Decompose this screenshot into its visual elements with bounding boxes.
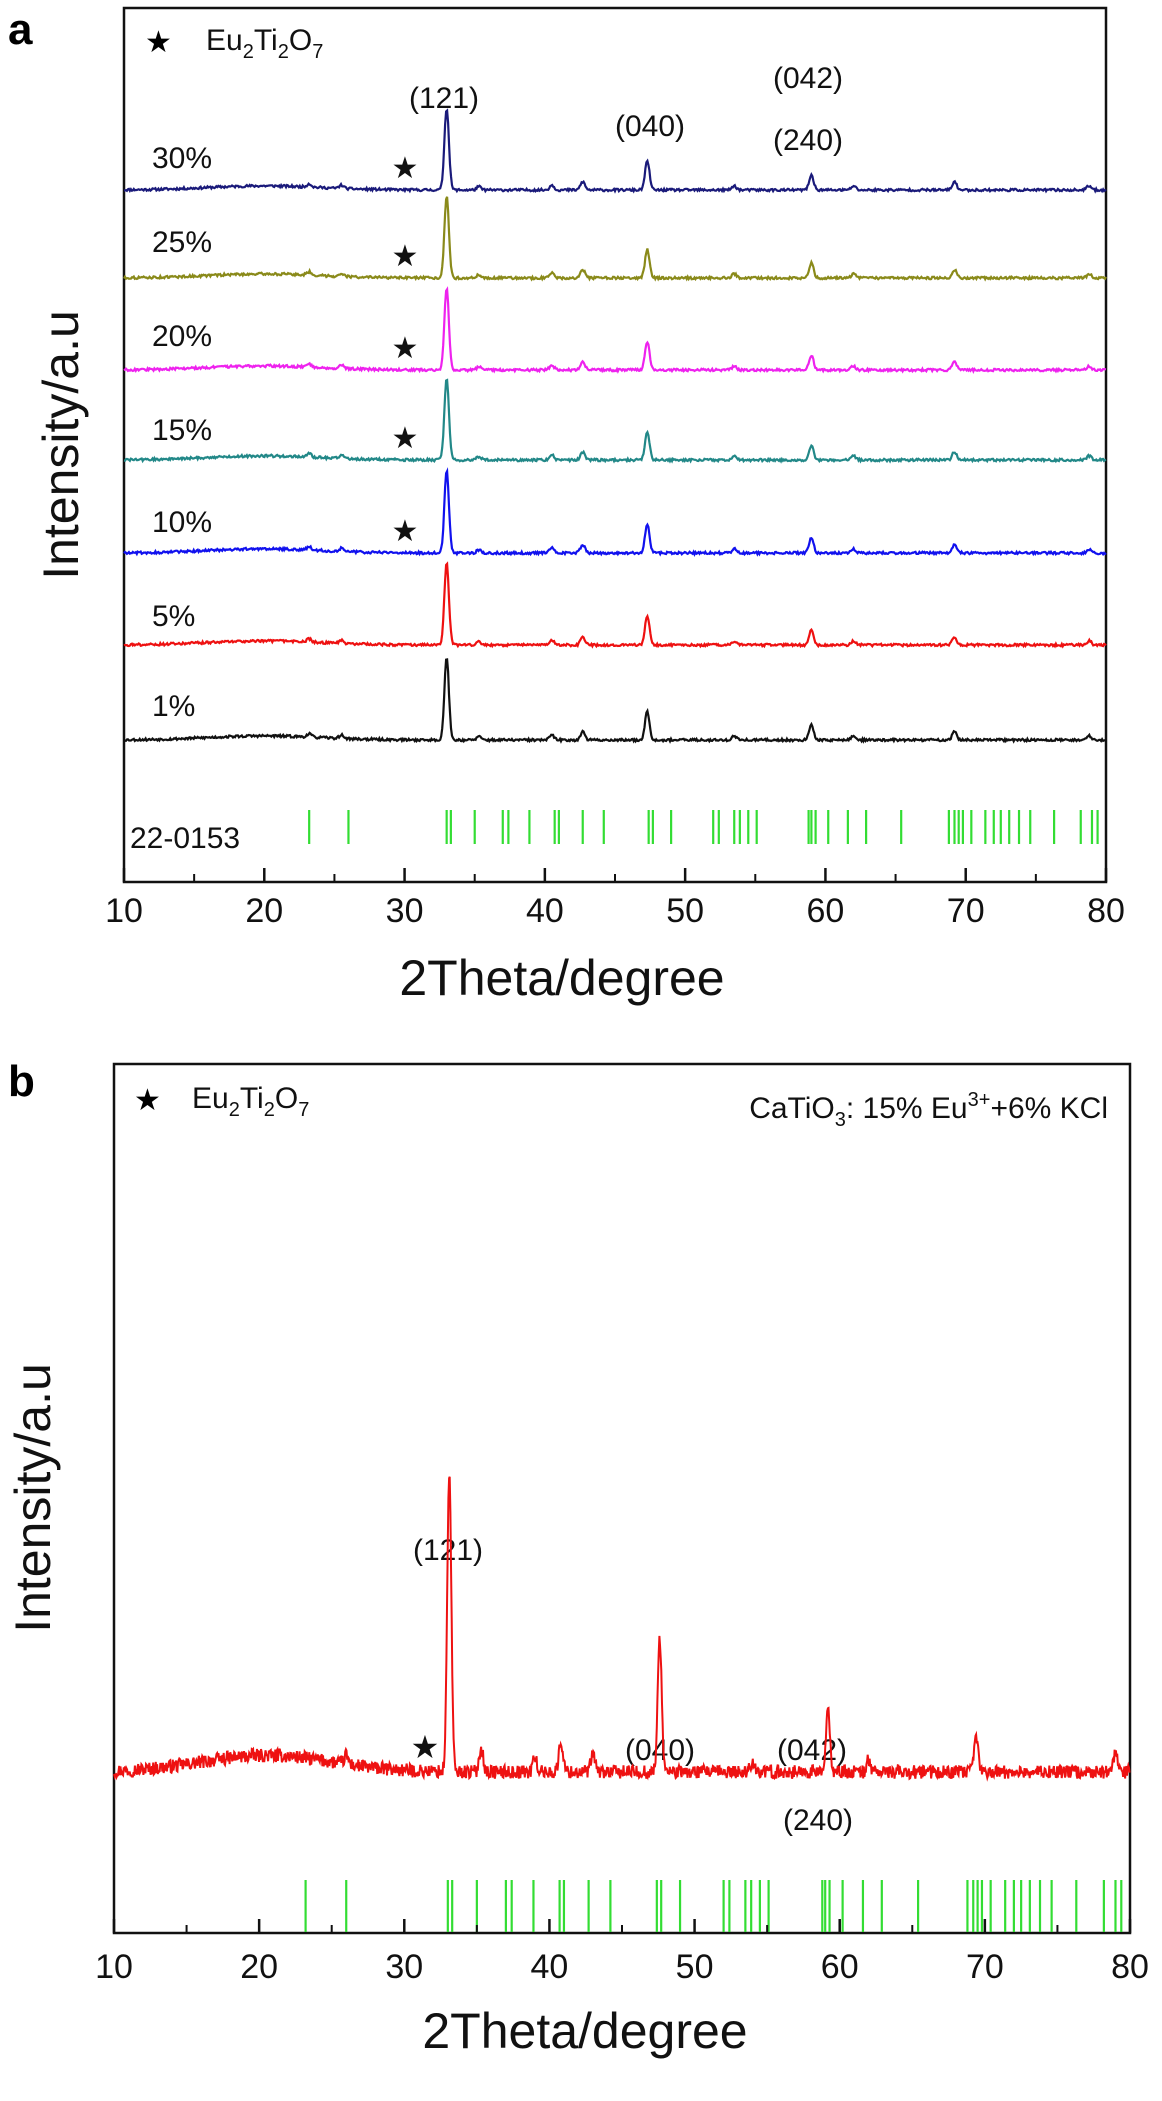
x-tick-label: 50 <box>676 1948 714 1986</box>
x-tick-label: 30 <box>385 1948 423 1986</box>
x-tick-label: 80 <box>1087 892 1125 930</box>
series-line-15pct <box>123 378 1107 464</box>
legend-label-a: Eu2Ti2O7 <box>206 24 323 63</box>
star-marker-icon-10pct: ★ <box>392 514 419 549</box>
x-tick-label: 80 <box>1111 1948 1149 1986</box>
x-tick-label: 20 <box>240 1948 278 1986</box>
peak-label-042-a: (042) <box>773 62 843 95</box>
series-label-10pct: 10% <box>152 506 212 539</box>
series-label-15pct: 15% <box>152 414 212 447</box>
series-label-25pct: 25% <box>152 226 212 259</box>
star-marker-icon-15pct: ★ <box>392 421 419 456</box>
x-tick-label: 40 <box>531 1948 569 1986</box>
series-line-5pct <box>123 561 1107 649</box>
star-marker-icon-20pct: ★ <box>392 331 419 366</box>
panel-letter-a: a <box>8 5 33 54</box>
series-line-20pct <box>123 286 1107 374</box>
peak-label-121-a: (121) <box>409 82 479 115</box>
x-tick-label: 40 <box>526 892 564 930</box>
series-label-5pct: 5% <box>152 600 195 633</box>
plot-frame-b <box>112 1062 1132 1935</box>
star-marker-icon-30pct: ★ <box>392 151 419 186</box>
x-tick-label: 70 <box>966 1948 1004 1986</box>
y-axis-label-b: Intensity/a.u <box>5 1363 61 1633</box>
peak-label-040-b: (040) <box>625 1734 695 1767</box>
peak-label-040-a: (040) <box>615 110 685 143</box>
series-line-b <box>113 1476 1131 1782</box>
panel-b: b Intensity/a.u 2Theta/degree ★ Eu2Ti2O7… <box>5 1057 1149 2059</box>
star-marker-icon-25pct: ★ <box>392 239 419 274</box>
x-tick-label: 50 <box>666 892 704 930</box>
peak-label-240-a: (240) <box>773 124 843 157</box>
series-line-10pct <box>123 467 1107 557</box>
reference-card-label: 22-0153 <box>130 822 240 855</box>
x-tick-label: 10 <box>95 1948 133 1986</box>
series-label-30pct: 30% <box>152 142 212 175</box>
sample-annotation: CaTiO3: 15% Eu3++6% KCl <box>749 1089 1108 1131</box>
star-marker-icon-b: ★ <box>411 1728 440 1766</box>
y-axis-label-a: Intensity/a.u <box>33 310 89 580</box>
series-line-30pct <box>123 108 1107 194</box>
panel-a: a Intensity/a.u 2Theta/degree ★ Eu2Ti2O7… <box>8 5 1125 1006</box>
x-axis-label-a: 2Theta/degree <box>399 950 724 1006</box>
peak-label-240-b: (240) <box>783 1804 853 1837</box>
legend-star-icon-a: ★ <box>145 25 172 60</box>
legend-star-icon-b: ★ <box>134 1083 161 1118</box>
series-line-1pct <box>123 658 1107 744</box>
x-axis-label-b: 2Theta/degree <box>422 2003 747 2059</box>
x-tick-label: 60 <box>807 892 845 930</box>
x-tick-label: 70 <box>947 892 985 930</box>
series-label-1pct: 1% <box>152 690 195 723</box>
x-tick-label: 60 <box>821 1948 859 1986</box>
series-label-20pct: 20% <box>152 320 212 353</box>
x-tick-label: 20 <box>245 892 283 930</box>
legend-label-b: Eu2Ti2O7 <box>192 1082 309 1121</box>
series-line-25pct <box>123 196 1107 282</box>
x-tick-label: 30 <box>386 892 424 930</box>
peak-label-042-b: (042) <box>777 1734 847 1767</box>
x-tick-label: 10 <box>105 892 143 930</box>
panel-letter-b: b <box>8 1057 35 1106</box>
